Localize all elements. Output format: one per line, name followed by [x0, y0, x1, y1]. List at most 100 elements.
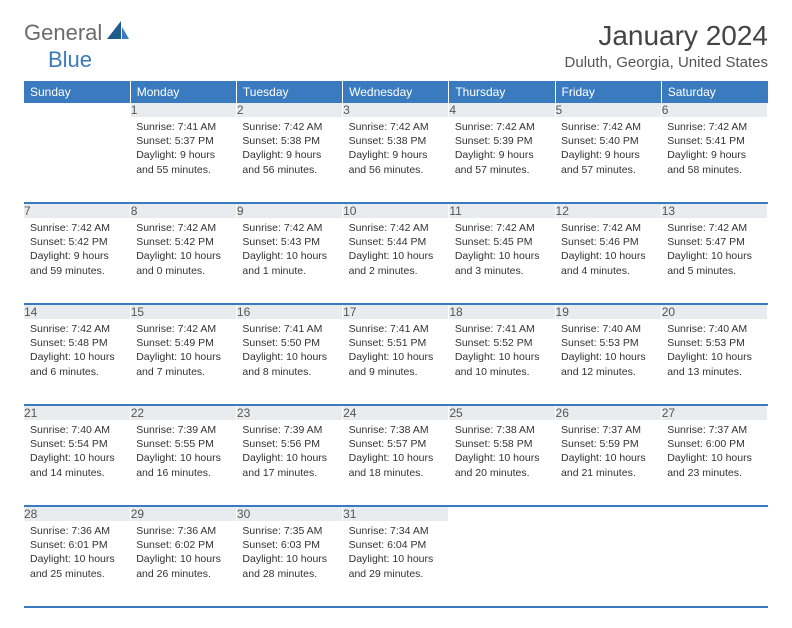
empty-cell — [449, 521, 555, 607]
day-cell: Sunrise: 7:40 AMSunset: 5:54 PMDaylight:… — [24, 420, 130, 506]
weekday-header: Wednesday — [343, 81, 449, 103]
day-number: 24 — [343, 405, 449, 420]
sunrise-text: Sunrise: 7:34 AM — [349, 524, 443, 538]
sunrise-text: Sunrise: 7:41 AM — [136, 120, 230, 134]
location: Duluth, Georgia, United States — [565, 54, 768, 71]
daylight-text: Daylight: 10 hours and 1 minute. — [242, 249, 336, 277]
sunset-text: Sunset: 6:01 PM — [30, 538, 124, 552]
day-cell: Sunrise: 7:42 AMSunset: 5:38 PMDaylight:… — [236, 117, 342, 203]
sunset-text: Sunset: 5:55 PM — [136, 437, 230, 451]
sunrise-text: Sunrise: 7:37 AM — [667, 423, 761, 437]
logo-text-blue: Blue — [48, 47, 92, 72]
weekday-header: Thursday — [449, 81, 555, 103]
day-number: 31 — [343, 506, 449, 521]
day-cell: Sunrise: 7:42 AMSunset: 5:41 PMDaylight:… — [661, 117, 767, 203]
day-cell: Sunrise: 7:42 AMSunset: 5:46 PMDaylight:… — [555, 218, 661, 304]
day-number: 23 — [236, 405, 342, 420]
sunset-text: Sunset: 5:49 PM — [136, 336, 230, 350]
sunset-text: Sunset: 6:03 PM — [242, 538, 336, 552]
sunset-text: Sunset: 5:52 PM — [455, 336, 549, 350]
sunrise-text: Sunrise: 7:40 AM — [667, 322, 761, 336]
sunrise-text: Sunrise: 7:42 AM — [242, 221, 336, 235]
daynum-row: 21222324252627 — [24, 405, 768, 420]
day-number: 14 — [24, 304, 130, 319]
day-cell: Sunrise: 7:38 AMSunset: 5:58 PMDaylight:… — [449, 420, 555, 506]
sunrise-text: Sunrise: 7:42 AM — [455, 120, 549, 134]
day-number: 26 — [555, 405, 661, 420]
sunset-text: Sunset: 5:53 PM — [561, 336, 655, 350]
day-number: 5 — [555, 103, 661, 117]
weekday-header: Friday — [555, 81, 661, 103]
day-cell: Sunrise: 7:35 AMSunset: 6:03 PMDaylight:… — [236, 521, 342, 607]
week-row: Sunrise: 7:41 AMSunset: 5:37 PM Daylight:… — [24, 117, 768, 203]
daylight-text: Daylight: 9 hours and 57 minutes. — [455, 148, 549, 176]
day-number: 28 — [24, 506, 130, 521]
day-cell: Sunrise: 7:40 AMSunset: 5:53 PMDaylight:… — [555, 319, 661, 405]
weekday-header: Sunday — [24, 81, 130, 103]
sunrise-text: Sunrise: 7:38 AM — [349, 423, 443, 437]
day-number: 17 — [343, 304, 449, 319]
daylight-text: Daylight: 10 hours and 9 minutes. — [349, 350, 443, 378]
empty-cell — [661, 521, 767, 607]
sunset-text: Sunset: 5:39 PM — [455, 134, 549, 148]
day-cell: Sunrise: 7:42 AMSunset: 5:48 PMDaylight:… — [24, 319, 130, 405]
daylight-text: Daylight: 10 hours and 5 minutes. — [667, 249, 761, 277]
daylight-text: Daylight: 10 hours and 26 minutes. — [136, 552, 230, 580]
day-cell: Sunrise: 7:34 AMSunset: 6:04 PMDaylight:… — [343, 521, 449, 607]
day-cell: Sunrise: 7:39 AMSunset: 5:56 PMDaylight:… — [236, 420, 342, 506]
day-number: 11 — [449, 203, 555, 218]
empty-cell — [24, 103, 130, 117]
day-cell: Sunrise: 7:42 AMSunset: 5:43 PMDaylight:… — [236, 218, 342, 304]
day-number: 27 — [661, 405, 767, 420]
daylight-text: Daylight: 10 hours and 13 minutes. — [667, 350, 761, 378]
day-number: 2 — [236, 103, 342, 117]
day-number: 3 — [343, 103, 449, 117]
sunset-text: Sunset: 5:50 PM — [242, 336, 336, 350]
sunset-text: Sunset: 5:37 PM — [136, 134, 230, 148]
sunrise-text: Sunrise: 7:39 AM — [136, 423, 230, 437]
day-cell: Sunrise: 7:38 AMSunset: 5:57 PMDaylight:… — [343, 420, 449, 506]
empty-cell — [24, 117, 130, 203]
sunrise-text: Sunrise: 7:42 AM — [30, 221, 124, 235]
day-number: 13 — [661, 203, 767, 218]
daylight-text: Daylight: 10 hours and 28 minutes. — [242, 552, 336, 580]
empty-cell — [555, 521, 661, 607]
daylight-text: Daylight: 10 hours and 4 minutes. — [561, 249, 655, 277]
sunrise-text: Sunrise: 7:42 AM — [136, 221, 230, 235]
sunrise-text: Sunrise: 7:39 AM — [242, 423, 336, 437]
day-cell: Sunrise: 7:42 AMSunset: 5:38 PMDaylight:… — [343, 117, 449, 203]
daynum-row: 123456 — [24, 103, 768, 117]
day-cell: Sunrise: 7:37 AMSunset: 6:00 PMDaylight:… — [661, 420, 767, 506]
daylight-text: Daylight: 10 hours and 25 minutes. — [30, 552, 124, 580]
day-number: 22 — [130, 405, 236, 420]
daylight-text: Daylight: 10 hours and 23 minutes. — [667, 451, 761, 479]
sunset-text: Sunset: 5:53 PM — [667, 336, 761, 350]
daylight-text: Daylight: 10 hours and 20 minutes. — [455, 451, 549, 479]
sunrise-text: Sunrise: 7:42 AM — [561, 221, 655, 235]
day-number: 21 — [24, 405, 130, 420]
sunset-text: Sunset: 5:48 PM — [30, 336, 124, 350]
sunrise-text: Sunrise: 7:42 AM — [349, 221, 443, 235]
week-row: Sunrise: 7:36 AMSunset: 6:01 PMDaylight:… — [24, 521, 768, 607]
daylight-text: Daylight: 10 hours and 16 minutes. — [136, 451, 230, 479]
day-cell: Sunrise: 7:42 AMSunset: 5:44 PMDaylight:… — [343, 218, 449, 304]
day-cell: Sunrise: 7:42 AMSunset: 5:39 PMDaylight:… — [449, 117, 555, 203]
sunrise-text: Sunrise: 7:41 AM — [242, 322, 336, 336]
day-number: 19 — [555, 304, 661, 319]
day-number: 7 — [24, 203, 130, 218]
week-row: Sunrise: 7:42 AMSunset: 5:48 PMDaylight:… — [24, 319, 768, 405]
day-number: 20 — [661, 304, 767, 319]
day-cell: Sunrise: 7:36 AMSunset: 6:02 PMDaylight:… — [130, 521, 236, 607]
day-number: 9 — [236, 203, 342, 218]
day-number: 25 — [449, 405, 555, 420]
daynum-row: 28293031 — [24, 506, 768, 521]
sunset-text: Sunset: 5:41 PM — [667, 134, 761, 148]
day-number: 30 — [236, 506, 342, 521]
day-number: 12 — [555, 203, 661, 218]
sunset-text: Sunset: 5:38 PM — [242, 134, 336, 148]
sunrise-text: Sunrise: 7:35 AM — [242, 524, 336, 538]
day-number: 1 — [130, 103, 236, 117]
sunrise-text: Sunrise: 7:36 AM — [30, 524, 124, 538]
daylight-text: Daylight: 10 hours and 3 minutes. — [455, 249, 549, 277]
sunrise-text: Sunrise: 7:42 AM — [455, 221, 549, 235]
